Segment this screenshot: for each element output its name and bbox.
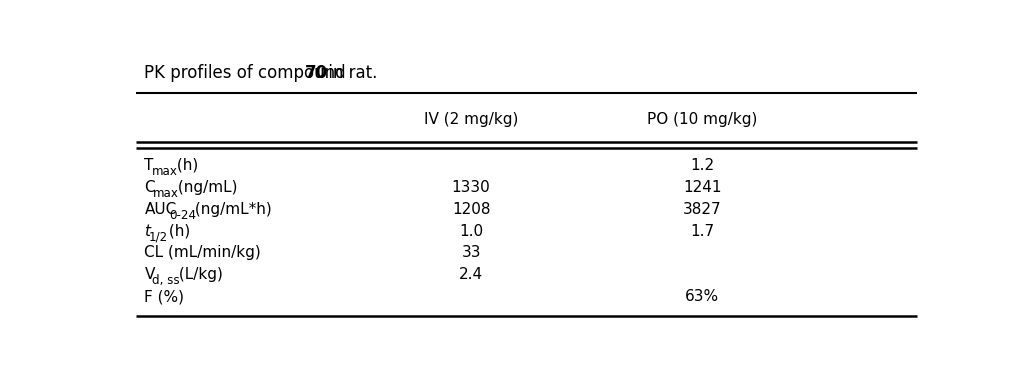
Text: 2.4: 2.4	[460, 267, 483, 282]
Text: PO (10 mg/kg): PO (10 mg/kg)	[647, 113, 758, 127]
Text: (h): (h)	[172, 158, 198, 173]
Text: 1/2: 1/2	[149, 231, 169, 244]
Text: 1241: 1241	[683, 180, 722, 195]
Text: max: max	[152, 165, 178, 178]
Text: 1.0: 1.0	[460, 224, 483, 239]
Text: 1.7: 1.7	[690, 224, 714, 239]
Text: (ng/mL): (ng/mL)	[173, 180, 237, 195]
Text: F (%): F (%)	[144, 289, 184, 304]
Text: 1330: 1330	[451, 180, 490, 195]
Text: IV (2 mg/kg): IV (2 mg/kg)	[424, 113, 518, 127]
Text: AUC: AUC	[144, 202, 177, 217]
Text: d, ss: d, ss	[152, 275, 180, 287]
Text: 1208: 1208	[452, 202, 490, 217]
Text: (h): (h)	[164, 224, 190, 239]
Text: PK profiles of compound: PK profiles of compound	[144, 64, 352, 82]
Text: 3827: 3827	[683, 202, 722, 217]
Text: 70: 70	[304, 64, 328, 82]
Text: 0-24: 0-24	[170, 209, 196, 222]
Text: 33: 33	[462, 245, 481, 261]
Text: CL (mL/min/kg): CL (mL/min/kg)	[144, 245, 261, 261]
Text: (ng/mL*h): (ng/mL*h)	[190, 202, 272, 217]
Text: t: t	[144, 224, 150, 239]
Text: V: V	[144, 267, 155, 282]
Text: (L/kg): (L/kg)	[174, 267, 223, 282]
Text: C: C	[144, 180, 155, 195]
Text: max: max	[153, 187, 179, 200]
Text: 1.2: 1.2	[690, 158, 714, 173]
Text: in rat.: in rat.	[323, 64, 377, 82]
Text: T: T	[144, 158, 154, 173]
Text: 63%: 63%	[685, 289, 720, 304]
